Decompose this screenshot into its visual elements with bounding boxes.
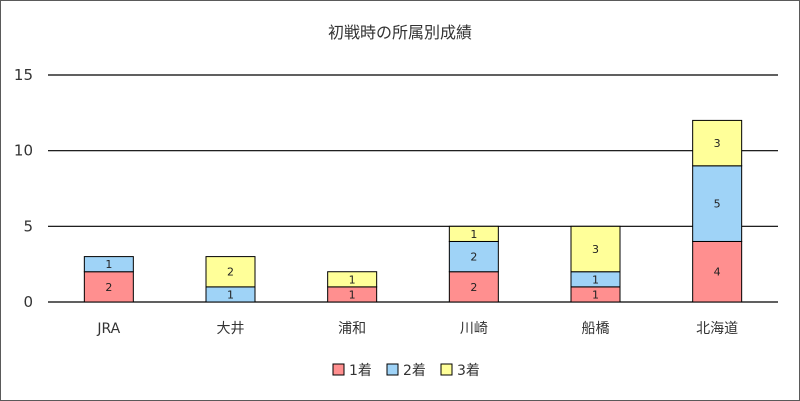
legend-swatch — [332, 363, 345, 376]
legend-label: 1着 — [349, 363, 372, 379]
bar-segment — [83, 256, 134, 273]
bar-segment — [692, 240, 743, 303]
gridlines — [48, 74, 778, 303]
x-category-label: JRA — [96, 321, 120, 337]
x-category-label: 北海道 — [696, 321, 738, 337]
y-tick-label: 5 — [23, 217, 33, 235]
legend-label: 2着 — [403, 363, 426, 379]
x-category-label: 大井 — [217, 321, 245, 337]
data-label: 2 — [227, 266, 234, 279]
bar-segment — [327, 271, 378, 288]
data-label: 2 — [105, 281, 112, 294]
bar-segment — [448, 271, 499, 303]
bar-segment — [448, 240, 499, 273]
legend-swatch — [440, 363, 453, 376]
data-label: 1 — [227, 288, 234, 301]
chart-title: 初戦時の所属別成績 — [328, 23, 472, 42]
bars: 2 1 1 2 1 1 2 2 1 1 1 3 4 5 3 — [83, 119, 743, 303]
y-tick-label: 10 — [14, 142, 33, 160]
bar-segment — [692, 165, 743, 242]
data-label: 3 — [592, 243, 599, 256]
data-label: 1 — [349, 273, 356, 286]
legend-label: 3着 — [457, 363, 480, 379]
data-label: 3 — [714, 137, 721, 150]
legend: 1着 2着 3着 — [332, 363, 480, 379]
x-category-label: 浦和 — [338, 321, 366, 337]
data-label: 1 — [592, 273, 599, 286]
data-label: 5 — [714, 198, 721, 211]
data-label: 2 — [470, 251, 477, 264]
data-label: 1 — [349, 288, 356, 301]
x-axis-categories: JRA 大井 浦和 川崎 船橋 北海道 — [96, 321, 738, 337]
data-label: 4 — [714, 266, 721, 279]
y-tick-label: 0 — [23, 293, 33, 311]
bar-segment — [570, 225, 621, 273]
data-label: 1 — [470, 228, 477, 241]
bar-segment — [205, 256, 256, 288]
y-axis-ticks: 0 5 10 15 — [14, 66, 33, 311]
x-category-label: 船橋 — [582, 321, 610, 337]
data-label: 1 — [592, 288, 599, 301]
bar-segment — [692, 119, 743, 167]
bar-segment — [83, 271, 134, 303]
data-label: 1 — [105, 258, 112, 271]
x-category-label: 川崎 — [460, 321, 488, 337]
data-label: 2 — [470, 281, 477, 294]
y-tick-label: 15 — [14, 66, 33, 84]
legend-swatch — [386, 363, 399, 376]
bar-segment — [448, 225, 499, 242]
